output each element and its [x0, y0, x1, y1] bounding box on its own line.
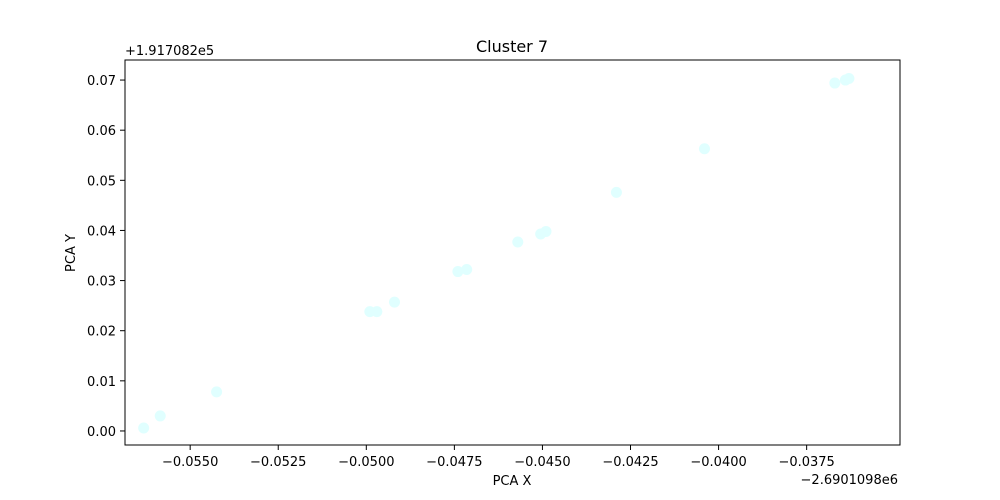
x-tick-label-6: −0.0400: [690, 455, 746, 470]
x-tick-label-0: −0.0550: [162, 455, 218, 470]
y-tick-label-4: 0.04: [87, 224, 116, 239]
data-point-4: [371, 306, 383, 318]
x-tick-label-3: −0.0475: [426, 455, 482, 470]
data-point-7: [461, 264, 473, 276]
chart-title: Cluster 7: [476, 37, 548, 56]
data-point-12: [698, 143, 710, 155]
data-point-6: [452, 266, 464, 278]
x-tick-label-5: −0.0425: [602, 455, 658, 470]
y-offset-label: +1.917082e5: [125, 44, 214, 59]
plot-area: [125, 60, 900, 445]
y-tick-label-3: 0.03: [87, 275, 116, 290]
x-tick-label-7: −0.0375: [778, 455, 834, 470]
x-axis-ticks: −0.0550 −0.0525 −0.0500 −0.0475 −0.0450 −0.04…: [162, 445, 835, 470]
x-tick-label-2: −0.0500: [338, 455, 394, 470]
data-point-0: [138, 422, 150, 434]
data-point-11: [610, 186, 622, 198]
data-point-15: [843, 73, 855, 85]
data-point-1: [154, 410, 166, 422]
data-point-10: [540, 225, 552, 237]
y-tick-label-2: 0.02: [87, 325, 116, 340]
y-tick-label-6: 0.06: [87, 124, 116, 139]
y-tick-label-0: 0.00: [87, 425, 116, 440]
y-tick-label-1: 0.01: [87, 375, 116, 390]
x-offset-label: −2.6901098e6: [801, 473, 898, 488]
x-tick-label-1: −0.0525: [250, 455, 306, 470]
data-point-8: [512, 236, 524, 248]
y-axis-ticks: 0.00 0.01 0.02 0.03 0.04 0.05 0.06 0.07: [87, 74, 125, 440]
data-point-13: [829, 77, 841, 89]
y-tick-label-7: 0.07: [87, 74, 116, 89]
data-point-5: [388, 296, 400, 308]
points-layer: [138, 73, 855, 434]
plot-frame: [124, 59, 901, 446]
y-tick-label-5: 0.05: [87, 174, 116, 189]
x-axis-label: PCA X: [493, 474, 532, 489]
data-point-2: [211, 386, 223, 398]
x-tick-label-4: −0.0450: [514, 455, 570, 470]
y-axis-label: PCA Y: [64, 234, 79, 272]
